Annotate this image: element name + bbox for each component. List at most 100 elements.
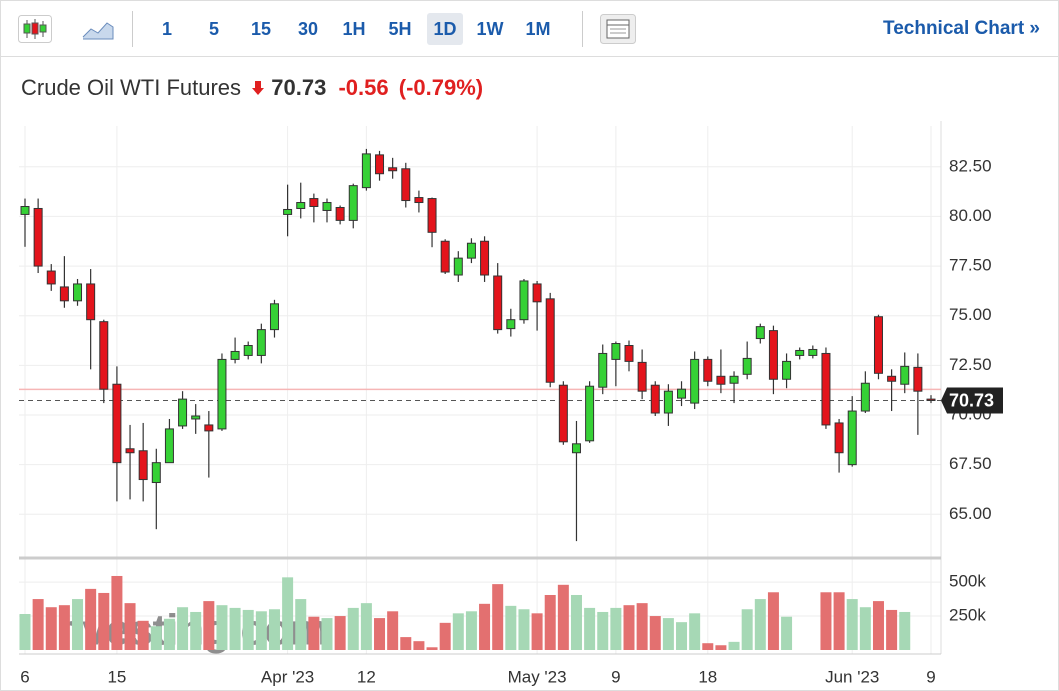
candle-body: [191, 415, 201, 420]
volume-bar: [505, 605, 517, 650]
candle-body: [926, 398, 936, 402]
candle-body: [834, 422, 844, 454]
candle-body: [637, 361, 647, 392]
line-icon[interactable]: [81, 17, 115, 41]
candle-body: [440, 240, 450, 273]
candle-body: [887, 375, 897, 382]
instrument-title: Crude Oil WTI Futures: [21, 75, 242, 100]
volume-bar: [374, 618, 386, 650]
interval-button[interactable]: 1D: [427, 13, 463, 45]
candle-body: [151, 462, 161, 484]
volume-bar: [492, 584, 504, 650]
toolbar: 1 5 15 30 1H 5H 1D 1W 1M Technical Chart »: [1, 1, 1058, 57]
volume-bar: [728, 641, 740, 650]
y-tick-label: 77.50: [949, 256, 992, 275]
interval-button[interactable]: 1H: [342, 19, 366, 39]
candle-body: [847, 410, 857, 466]
interval-button[interactable]: 30: [297, 19, 319, 39]
volume-bar: [872, 601, 884, 650]
x-tick-label: May '23: [508, 667, 567, 686]
candle-body: [138, 450, 148, 481]
interval-button[interactable]: 5H: [388, 19, 412, 39]
candle-body: [453, 257, 463, 276]
y-tick-label: 72.50: [949, 355, 992, 374]
candle-body: [243, 345, 253, 356]
volume-bar: [702, 643, 714, 650]
y-tick-label: 65.00: [949, 504, 992, 523]
candle-body: [269, 303, 279, 331]
candle-body: [506, 319, 516, 330]
candle-body: [283, 208, 293, 215]
volume-bar: [19, 614, 31, 650]
volume-bar: [334, 616, 346, 650]
candle-body: [571, 443, 581, 454]
candle-body: [742, 357, 752, 375]
volume-bar: [111, 575, 123, 650]
candle-body: [414, 197, 424, 204]
candle-body: [795, 349, 805, 356]
volume-bar: [676, 622, 688, 650]
volume-bar: [45, 607, 57, 650]
candle-body: [690, 358, 700, 404]
interval-button[interactable]: 1W: [476, 19, 504, 39]
volume-bar: [268, 609, 280, 650]
x-tick-label: 12: [357, 667, 376, 686]
volume-bar: [85, 588, 97, 650]
candle-body: [782, 360, 792, 380]
volume-bar: [255, 611, 267, 650]
y-tick-label: 67.50: [949, 454, 992, 473]
table-icon[interactable]: [600, 14, 636, 44]
volume-bar: [177, 607, 189, 650]
x-tick-label: 15: [107, 667, 126, 686]
volume-bar: [649, 616, 661, 650]
candle-body: [545, 298, 555, 383]
price-change: -0.56: [338, 75, 389, 100]
interval-button[interactable]: 5: [208, 19, 219, 39]
x-tick-label: 9: [926, 667, 935, 686]
candle-body: [59, 286, 69, 302]
candle-body: [204, 424, 214, 432]
volume-bar: [636, 603, 648, 650]
volume-bar: [886, 609, 898, 650]
volume-bar: [295, 599, 307, 650]
separator: [132, 11, 133, 47]
volume-bar: [610, 607, 622, 650]
volume-bar: [360, 603, 372, 650]
volume-bar: [781, 616, 793, 650]
interval-button[interactable]: 15: [250, 19, 272, 39]
candle-icon[interactable]: [18, 15, 52, 43]
technical-chart-link[interactable]: Technical Chart »: [883, 18, 1040, 39]
candle-body: [125, 448, 135, 454]
volume-bar: [754, 599, 766, 650]
volume-bar: [544, 594, 556, 650]
volume-bar: [308, 616, 320, 650]
volume-bar: [137, 620, 149, 650]
volume-bar: [163, 618, 175, 650]
candle-body: [20, 205, 30, 215]
volume-bar: [452, 613, 464, 650]
volume-bar: [820, 592, 832, 650]
candle-body: [532, 283, 542, 303]
plot-frame: [1, 121, 1058, 690]
volume-bar: [400, 637, 412, 650]
candle-body: [46, 270, 56, 285]
volume-bar: [242, 609, 254, 650]
volume-bar: [597, 611, 609, 650]
y2-tick-label: 250k: [949, 606, 986, 625]
volume-bar: [426, 647, 438, 650]
candle-body: [164, 428, 174, 464]
candle-body: [519, 280, 529, 321]
price-tag: [941, 387, 1003, 414]
volume-bar: [833, 592, 845, 650]
interval-button[interactable]: 1: [161, 19, 172, 39]
candle-body: [33, 207, 43, 267]
volume-bar: [282, 577, 294, 650]
candle-body: [99, 321, 109, 390]
candle-body: [558, 384, 568, 443]
candle-body: [755, 326, 765, 340]
volume-bar: [387, 611, 399, 650]
volume-bar: [190, 611, 202, 650]
x-tick-label: Jun '23: [825, 667, 879, 686]
interval-button[interactable]: 1M: [525, 19, 551, 39]
volume-bar: [899, 611, 911, 650]
